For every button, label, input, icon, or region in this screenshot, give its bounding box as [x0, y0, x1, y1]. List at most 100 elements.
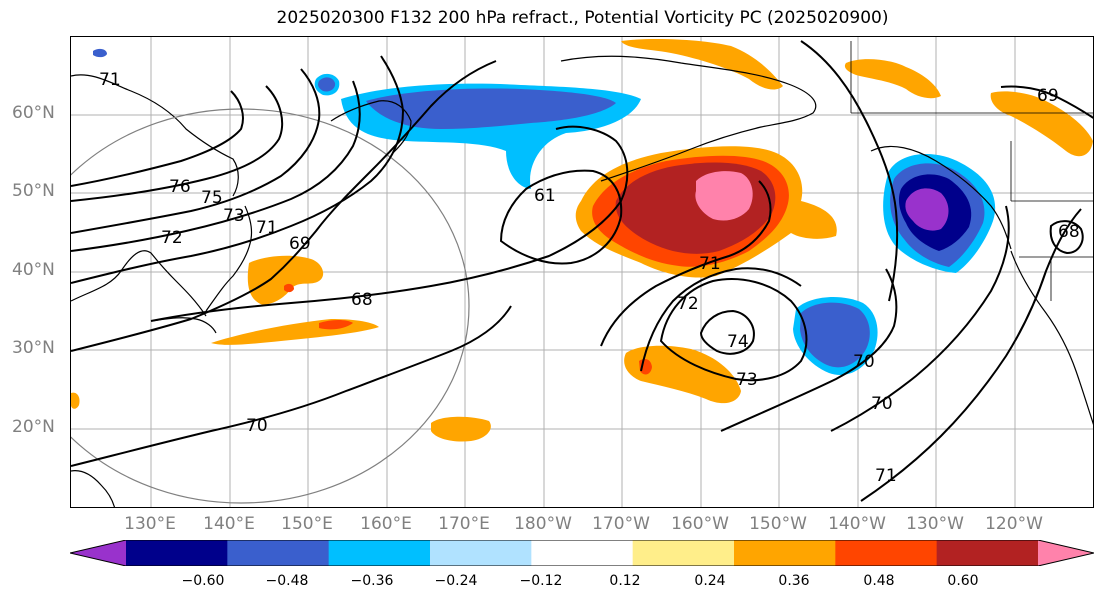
colorbar-tick-060: 0.60	[947, 573, 979, 589]
contour-70-southeast	[830, 205, 1010, 432]
pv-fill-orange-south	[624, 345, 741, 404]
contour-label-76: 76	[169, 177, 191, 197]
pv-fill-orange-west-edge	[71, 392, 80, 409]
contour-68-east	[1049, 220, 1084, 255]
contour-label-70-east: 70	[853, 352, 875, 372]
contour-label-71-center: 71	[699, 254, 721, 274]
contour-label-71-east: 71	[875, 466, 897, 486]
longitude-label-170w: 170°W	[592, 514, 650, 534]
pv-fill-royalblue-tiny	[93, 48, 107, 58]
colorbar-tick-neg024: −0.24	[434, 573, 478, 589]
coastline-bc	[870, 145, 1012, 250]
contour-73	[71, 68, 321, 234]
colorbar-segment	[227, 540, 330, 566]
longitude-label-170e: 170°E	[438, 514, 490, 534]
pv-fill-royalblue-small	[318, 77, 336, 92]
colorbar-segment	[734, 540, 836, 566]
pv-fill-orange-canada	[844, 59, 941, 99]
contour-69-east	[1000, 85, 1093, 119]
coastline-kamchatka	[330, 100, 412, 154]
latitude-label-30n: 30°N	[12, 338, 55, 358]
colorbar-segment	[632, 540, 735, 566]
figure-title: 2025020300 F132 200 hPa refract., Potent…	[276, 8, 889, 28]
contour-outer-ridge	[800, 40, 899, 302]
latitude-label-20n: 20°N	[12, 417, 55, 437]
longitude-label-130w: 130°W	[906, 514, 964, 534]
longitude-label-150e: 150°E	[281, 514, 333, 534]
map-panel: 76 75 73 72 71 69 68 70 61 71 72 74 73 7…	[70, 36, 1094, 508]
contour-61	[499, 169, 623, 265]
contour-72	[71, 80, 361, 252]
pv-fill-pink-center	[695, 171, 753, 221]
contour-73-center	[659, 278, 808, 382]
contour-label-68: 68	[351, 290, 373, 310]
contour-71-east	[860, 208, 1082, 502]
pv-fill-orange-streak	[211, 319, 379, 345]
pv-fill-purple-east	[905, 188, 949, 231]
coastline-alaska	[560, 55, 817, 182]
colorbar-tick-036: 0.36	[778, 573, 810, 589]
colorbar-tick-neg048: −0.48	[265, 573, 309, 589]
pv-positive-fills	[71, 38, 1093, 442]
contour-69	[71, 60, 497, 352]
longitude-label-180w: 180°W	[514, 514, 572, 534]
refractivity-contours	[71, 40, 1093, 502]
border-us-states	[1019, 256, 1093, 301]
contour-76	[71, 90, 244, 187]
longitude-label-140e: 140°E	[203, 514, 255, 534]
latitude-label-60n: 60°N	[12, 103, 55, 123]
pv-fill-royalblue-north	[366, 88, 616, 129]
latitude-label-50n: 50°N	[12, 181, 55, 201]
map-canvas: 76 75 73 72 71 69 68 70 61 71 72 74 73 7…	[71, 37, 1093, 507]
colorbar-tick-048: 0.48	[863, 573, 895, 589]
contour-label-68-east: 68	[1058, 222, 1080, 242]
contour-label-71-west: 71	[256, 218, 278, 238]
contour-label-70-southeast: 70	[871, 394, 893, 414]
pv-fill-orangered-japan	[284, 283, 294, 293]
colorbar-segment	[936, 540, 1039, 566]
coastline-philippines	[71, 470, 116, 507]
contour-label-61: 61	[534, 186, 556, 206]
contour-68	[150, 125, 629, 322]
longitude-label-160w: 160°W	[671, 514, 729, 534]
latitude-label-40n: 40°N	[12, 260, 55, 280]
pv-fill-orange-japan	[247, 255, 324, 305]
contour-71-center	[600, 180, 772, 347]
contour-label-73-center: 73	[736, 370, 758, 390]
contour-label-72-west: 72	[161, 228, 183, 248]
colorbar-arrow-low	[70, 540, 126, 566]
longitude-label-140w: 140°W	[828, 514, 886, 534]
contour-label-73: 73	[223, 206, 245, 226]
contour-label-75: 75	[201, 188, 223, 208]
longitude-label-120w: 120°W	[985, 514, 1043, 534]
colorbar	[70, 540, 1094, 566]
contour-74	[699, 309, 755, 355]
longitude-label-160e: 160°E	[360, 514, 412, 534]
colorbar-tick-neg012: −0.12	[519, 573, 563, 589]
coastline-korea-china	[71, 250, 207, 317]
reference-circle	[71, 108, 470, 504]
pv-fill-orangered-streak	[319, 320, 353, 330]
pv-negative-fills	[93, 48, 996, 375]
longitude-label-130e: 130°E	[124, 514, 176, 534]
colorbar-tick-024: 0.24	[694, 573, 726, 589]
contour-label-74: 74	[727, 332, 749, 352]
colorbar-segment	[126, 540, 228, 566]
contour-label-69: 69	[289, 234, 311, 254]
contour-label-71-far-west: 71	[99, 70, 121, 90]
contour-70-east	[720, 268, 898, 432]
colorbar-tick-012: 0.12	[609, 573, 641, 589]
colorbar-tick-neg060: −0.60	[181, 573, 225, 589]
contour-70-south	[71, 305, 512, 467]
contour-label-69-east: 69	[1037, 86, 1059, 106]
contour-label-70-west: 70	[246, 416, 268, 436]
contour-75	[71, 85, 284, 202]
pv-fill-orange-far-east	[990, 91, 1093, 157]
contour-71-west	[71, 55, 405, 284]
colorbar-segment	[835, 540, 938, 566]
contour-72-center	[640, 267, 802, 372]
pv-fill-orange-northeast	[621, 38, 783, 90]
coastline-us-west	[1010, 250, 1093, 425]
contour-label-layer: 76 75 73 72 71 69 68 70 61 71 72 74 73 7…	[99, 70, 1080, 486]
longitude-label-150w: 150°W	[749, 514, 807, 534]
